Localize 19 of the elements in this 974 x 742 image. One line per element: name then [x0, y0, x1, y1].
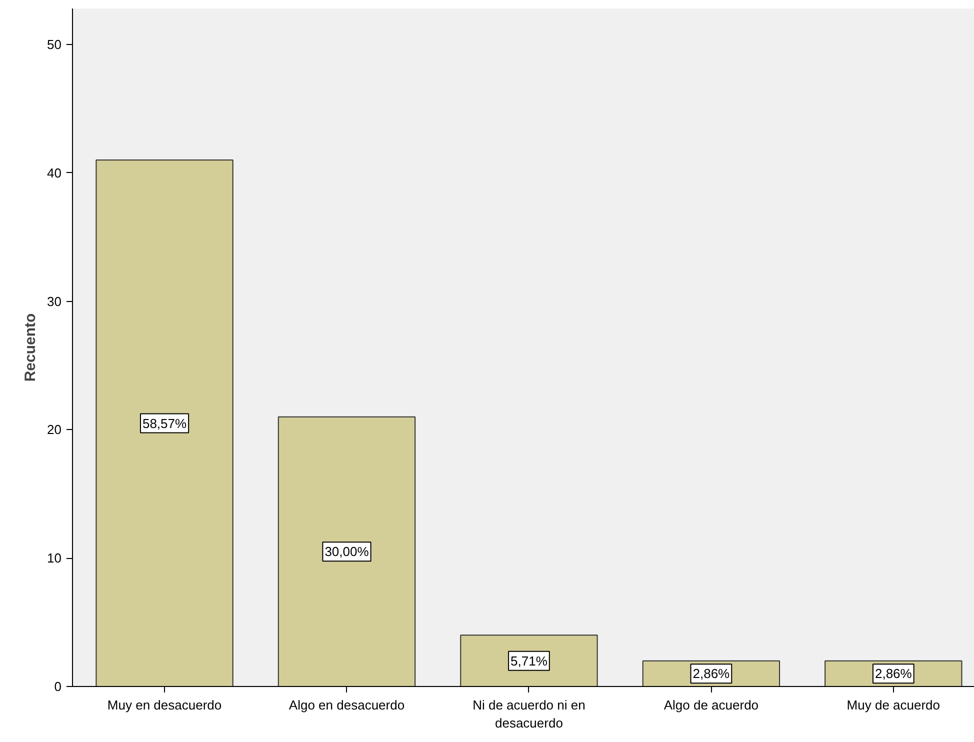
x-tick-label: Muy en desacuerdo — [107, 698, 222, 712]
bar — [278, 416, 416, 686]
annotation: 58,57% — [142, 416, 188, 431]
x-tick-label: Muy de acuerdo — [846, 698, 940, 712]
y-tick-label: 10 — [47, 550, 62, 566]
y-tick-label: 30 — [47, 294, 62, 309]
annotation: 2,86% — [874, 666, 912, 682]
y-tick-label: 20 — [47, 422, 62, 438]
annotation: 2,86% — [692, 666, 730, 682]
annotation: 5,71% — [510, 653, 548, 668]
x-tick-label: Algo en desacuerdo — [288, 698, 405, 712]
y-tick-label: 0 — [54, 679, 62, 694]
y-axis-title: Recuento — [22, 313, 40, 382]
y-tick-label: 50 — [47, 36, 62, 52]
x-tick-label: Algo de acuerdo — [664, 698, 759, 712]
x-tick-label: Ni de acuerdo ni en desacuerdo — [472, 698, 586, 730]
annotation: 30,00% — [324, 544, 370, 560]
y-tick-label: 40 — [47, 165, 62, 180]
bar — [96, 160, 234, 686]
